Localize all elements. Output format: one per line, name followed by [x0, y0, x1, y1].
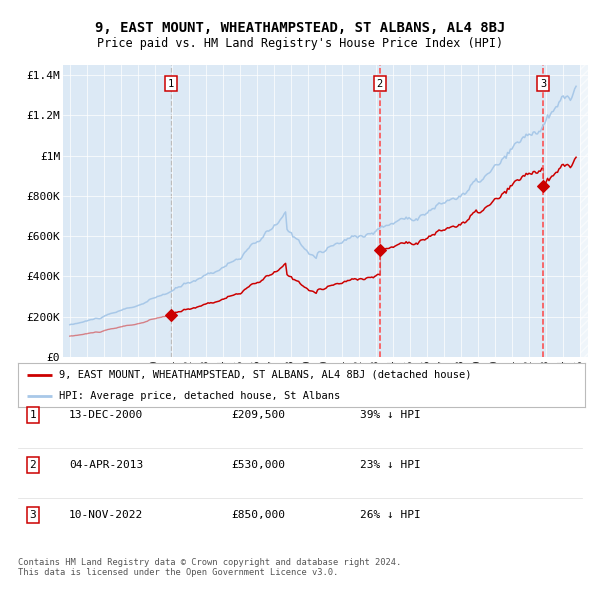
Point [538, 181, 548, 191]
Point [375, 245, 385, 255]
Text: £530,000: £530,000 [231, 460, 285, 470]
Text: Contains HM Land Registry data © Crown copyright and database right 2024.
This d: Contains HM Land Registry data © Crown c… [18, 558, 401, 577]
Text: £850,000: £850,000 [231, 510, 285, 520]
Text: 3: 3 [29, 510, 37, 520]
Text: 04-APR-2013: 04-APR-2013 [69, 460, 143, 470]
Text: £209,500: £209,500 [231, 410, 285, 419]
Text: 9, EAST MOUNT, WHEATHAMPSTEAD, ST ALBANS, AL4 8BJ: 9, EAST MOUNT, WHEATHAMPSTEAD, ST ALBANS… [95, 21, 505, 35]
Text: 10-NOV-2022: 10-NOV-2022 [69, 510, 143, 520]
Text: 2: 2 [29, 460, 37, 470]
Text: 1: 1 [168, 79, 174, 89]
Text: 26% ↓ HPI: 26% ↓ HPI [360, 510, 421, 520]
Text: HPI: Average price, detached house, St Albans: HPI: Average price, detached house, St A… [59, 391, 340, 401]
Text: 1: 1 [29, 410, 37, 419]
Text: 2: 2 [377, 79, 383, 89]
Text: Price paid vs. HM Land Registry's House Price Index (HPI): Price paid vs. HM Land Registry's House … [97, 37, 503, 50]
Text: 23% ↓ HPI: 23% ↓ HPI [360, 460, 421, 470]
Text: 39% ↓ HPI: 39% ↓ HPI [360, 410, 421, 419]
Text: 3: 3 [540, 79, 546, 89]
Text: 13-DEC-2000: 13-DEC-2000 [69, 410, 143, 419]
Text: 9, EAST MOUNT, WHEATHAMPSTEAD, ST ALBANS, AL4 8BJ (detached house): 9, EAST MOUNT, WHEATHAMPSTEAD, ST ALBANS… [59, 370, 472, 380]
Point [166, 310, 176, 319]
